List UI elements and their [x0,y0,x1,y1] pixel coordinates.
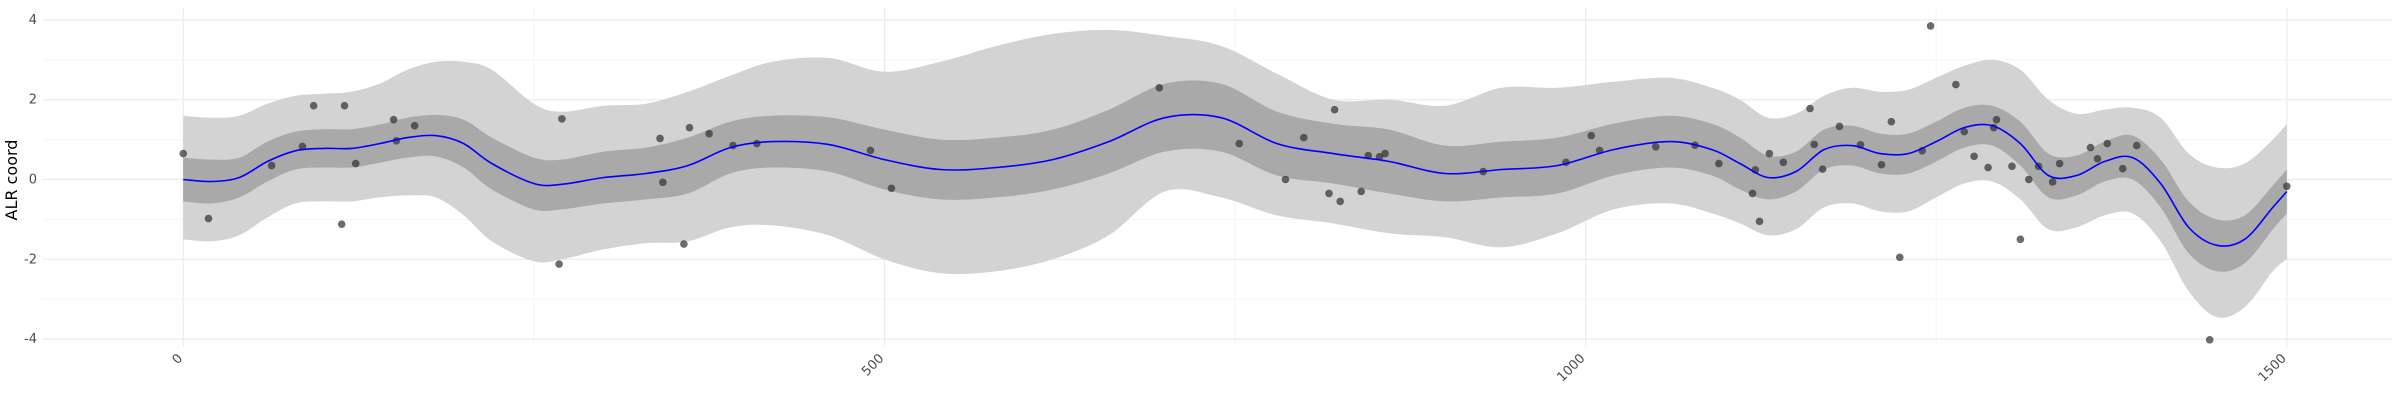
data-point [389,115,398,124]
y-tick-label: 4 [29,13,37,28]
y-axis-title: ALR coord [2,140,21,221]
data-point [340,101,349,110]
data-point [1755,217,1764,226]
data-point [1895,253,1904,262]
data-point [1155,83,1164,92]
data-point [2132,141,2141,150]
y-tick-label: 2 [29,93,37,108]
data-point [705,129,713,138]
data-point [1818,165,1827,173]
outer-credible-band [183,29,2287,318]
data-point [1715,159,1723,168]
y-axis-tick-labels: -4 -2 0 2 4 [24,13,37,347]
data-point [1806,104,1814,113]
data-point [1325,189,1333,198]
data-point [2008,162,2016,171]
data-point [2086,143,2095,152]
data-point [2283,182,2291,191]
data-point [2016,235,2025,244]
data-point [1336,197,1345,206]
data-point [1281,175,1290,184]
data-point [555,260,563,268]
inner-band-layer [183,80,2287,272]
data-point [558,115,566,123]
data-point [267,161,276,170]
data-point [1375,152,1384,161]
data-point [2093,154,2102,163]
outer-band-layer [183,29,2287,318]
data-point [1952,80,1960,89]
data-point [2118,164,2127,173]
data-point [1330,105,1339,114]
data-point [351,159,360,168]
data-point [204,214,213,223]
data-point [1587,131,1596,140]
data-point [2055,159,2064,168]
data-point [685,123,694,132]
data-point [2205,336,2214,344]
data-point [179,149,188,158]
data-point [1357,187,1366,196]
data-point [866,146,875,155]
y-tick-label: -4 [24,332,37,347]
data-point [298,142,307,151]
data-point [1835,122,1844,131]
inner-credible-band [183,80,2287,272]
data-point [1970,152,1978,161]
data-point [680,240,688,248]
data-point [1992,115,2001,124]
data-point [2024,175,2033,184]
mean-layer [183,113,2288,247]
data-point [1984,163,1992,172]
data-point [1651,142,1660,151]
data-point [309,101,318,110]
data-point [1299,133,1308,142]
data-point [410,121,419,130]
data-point [337,220,346,228]
y-tick-label: -2 [24,252,37,267]
y-tick-label: 0 [29,172,37,187]
data-point [1960,127,1969,136]
data-point [659,178,667,187]
data-point [656,134,664,143]
data-point [2103,139,2112,148]
data-point [1748,189,1757,198]
mean-line [183,113,2288,247]
data-point [1765,149,1774,158]
data-point [1779,158,1788,167]
data-point [1381,149,1389,158]
data-point [1235,139,1244,148]
data-point [2048,178,2057,186]
data-point [1887,117,1896,126]
data-point [887,184,896,193]
data-point [1810,140,1819,149]
data-point [1926,22,1935,30]
data-point [1877,160,1886,169]
